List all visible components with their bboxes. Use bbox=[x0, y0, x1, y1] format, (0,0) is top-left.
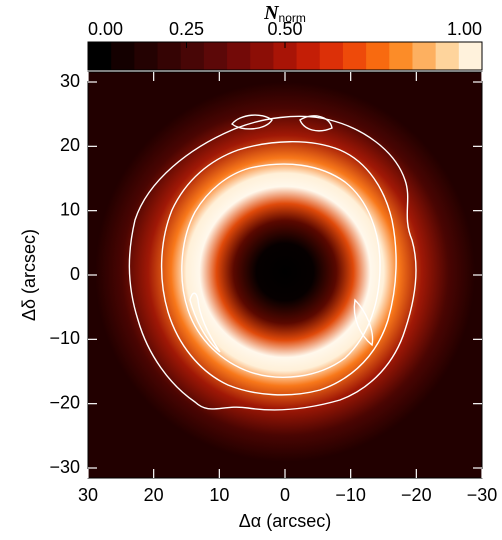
contour bbox=[353, 298, 374, 347]
contour bbox=[299, 115, 333, 132]
y-tick-label: −20 bbox=[49, 392, 80, 412]
x-tick-label: 0 bbox=[280, 485, 290, 505]
colorbar-step bbox=[273, 42, 298, 70]
x-tick-label: 30 bbox=[78, 485, 98, 505]
contour bbox=[181, 163, 381, 378]
colorbar-tick-label: 0.50 bbox=[267, 19, 302, 39]
colorbar-step bbox=[134, 42, 159, 70]
contour bbox=[231, 114, 273, 130]
y-tick-label: 0 bbox=[70, 264, 80, 284]
colorbar-step bbox=[227, 42, 251, 70]
y-tick-label: 30 bbox=[60, 71, 80, 91]
colorbar-step bbox=[250, 42, 274, 70]
colorbar-step bbox=[88, 42, 112, 70]
x-tick-label: 10 bbox=[209, 485, 229, 505]
colorbar-step bbox=[342, 42, 367, 70]
model-image bbox=[88, 72, 482, 478]
colorbar: 0.00 0.25 0.50 1.00 bbox=[87, 19, 483, 71]
x-tick-label: −30 bbox=[467, 485, 498, 505]
colorbar-tick-label: 1.00 bbox=[447, 19, 482, 39]
axes: 30 20 10 0 −10 −20 −30 −30 −20 −10 0 10 20 30 bbox=[49, 71, 497, 505]
colorbar-step bbox=[458, 42, 483, 70]
colorbar-step bbox=[111, 42, 135, 70]
colorbar-step bbox=[180, 42, 205, 70]
colorbar-step bbox=[366, 42, 390, 70]
y-axis-label: Δδ (arcsec) bbox=[19, 229, 39, 321]
y-tick-label: −10 bbox=[49, 328, 80, 348]
colorbar-step bbox=[412, 42, 437, 70]
x-tick-label: −10 bbox=[335, 485, 366, 505]
colorbar-step bbox=[319, 42, 344, 70]
image bbox=[88, 72, 482, 478]
y-tick-label: 20 bbox=[60, 135, 80, 155]
x-tick-label: 20 bbox=[144, 485, 164, 505]
x-axis-label: Δα (arcsec) bbox=[239, 511, 331, 531]
colorbar-step bbox=[157, 42, 182, 70]
colorbar-label: N bbox=[263, 2, 280, 24]
y-tick-label: 10 bbox=[60, 199, 80, 219]
colorbar-step bbox=[203, 42, 228, 70]
colorbar-tick-label: 0.00 bbox=[88, 19, 123, 39]
colorbar-step bbox=[435, 42, 460, 70]
x-tick-label: −20 bbox=[401, 485, 432, 505]
colorbar-step bbox=[296, 42, 321, 70]
contour bbox=[128, 115, 417, 411]
colorbar-subscript: norm bbox=[279, 11, 306, 25]
contour bbox=[189, 292, 221, 353]
colorbar-title: Nnorm bbox=[263, 2, 306, 26]
colorbar-tick-label: 0.25 bbox=[169, 19, 204, 39]
colorbar-step bbox=[389, 42, 413, 70]
y-tick-label: −30 bbox=[49, 457, 80, 477]
contour bbox=[160, 141, 397, 396]
